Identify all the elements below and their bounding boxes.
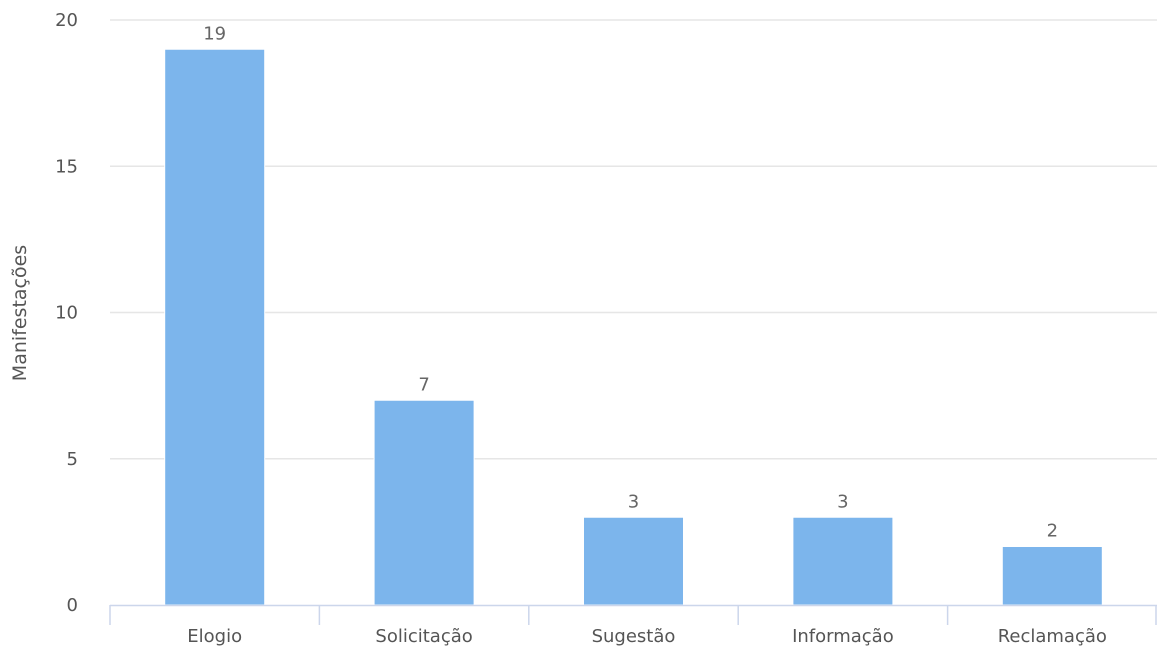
data-label: 19	[203, 23, 226, 44]
y-axis-ticks: 0 5 10 15 20	[55, 10, 78, 616]
y-tick-label: 15	[55, 156, 78, 177]
gridlines	[110, 19, 1157, 460]
data-label: 2	[1047, 521, 1058, 542]
bar-elogio[interactable]	[164, 48, 266, 606]
y-tick-label: 5	[67, 449, 78, 470]
x-tick-label: Reclamação	[998, 626, 1107, 647]
y-tick-label: 0	[67, 595, 78, 616]
data-label: 3	[628, 491, 639, 512]
x-tick-label: Solicitação	[375, 626, 472, 647]
y-axis-title: Manifestações	[9, 245, 31, 381]
bar-reclamação[interactable]	[1001, 546, 1103, 606]
bar-solicitação[interactable]	[373, 399, 475, 606]
data-label: 3	[837, 491, 848, 512]
x-tick-label: Elogio	[187, 626, 242, 647]
data-label: 7	[418, 374, 429, 395]
x-axis: Elogio Solicitação Sugestão Informação Recla…	[109, 604, 1157, 647]
y-tick-label: 10	[55, 303, 78, 324]
data-labels: 19 7 3 3 2	[203, 23, 1058, 541]
x-tick-label: Informação	[792, 626, 894, 647]
bar-sugestão[interactable]	[583, 516, 684, 606]
bar-informação[interactable]	[792, 516, 894, 606]
y-tick-label: 20	[55, 10, 78, 31]
bars	[164, 48, 1103, 606]
x-tick-label: Sugestão	[592, 626, 676, 647]
